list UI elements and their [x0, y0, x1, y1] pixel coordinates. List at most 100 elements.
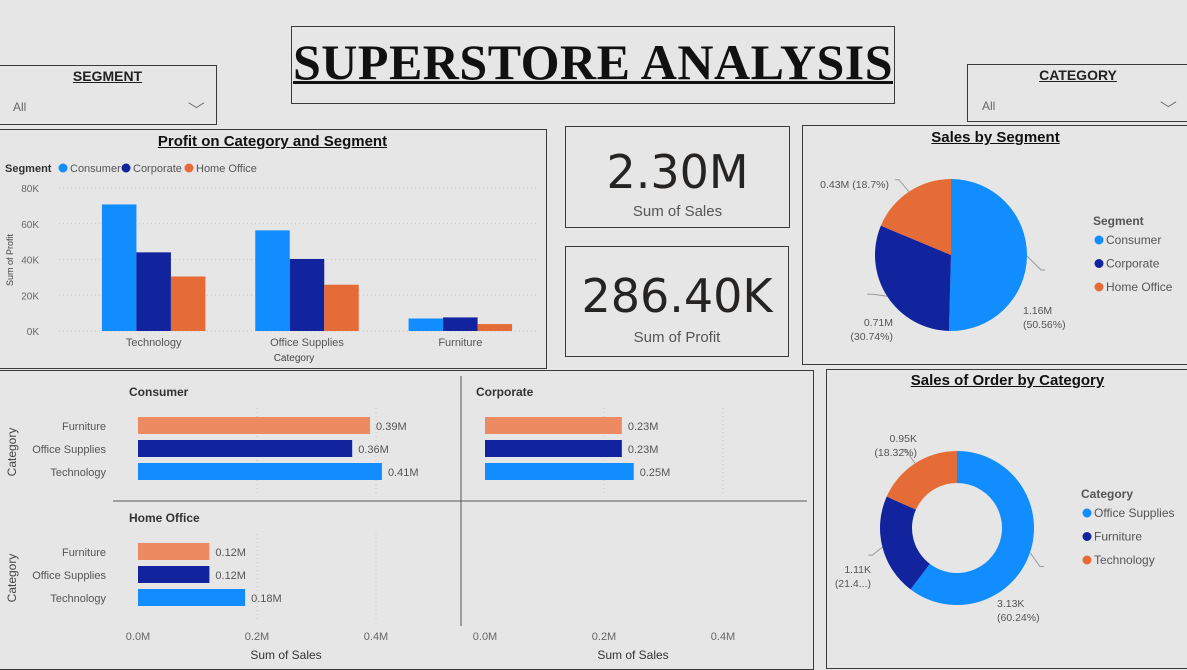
legend-marker: [1094, 282, 1104, 292]
segment-slicer-label: SEGMENT: [72, 68, 143, 84]
data-label: 0.12M: [215, 547, 246, 559]
legend-marker: [121, 163, 131, 173]
sales-kpi-label: Sum of Sales: [632, 203, 723, 220]
slice-pct: (60.24%): [997, 612, 1040, 624]
profit-chart-card: Profit on Category and Segment Segment Co…: [0, 129, 547, 369]
y-tick-label: 80K: [21, 184, 39, 195]
y-tick-label: Office Supplies: [32, 444, 106, 456]
y-tick-label: Furniture: [62, 547, 106, 559]
x-tick-label: Technology: [126, 337, 182, 349]
data-label: 0.41M: [388, 467, 419, 479]
y-tick-label: Furniture: [62, 421, 106, 433]
y-axis-title: Category: [5, 428, 19, 477]
panel-title: Consumer: [129, 385, 189, 399]
leader-line: [894, 179, 910, 193]
legend-title: Segment: [1093, 214, 1144, 228]
legend-label: Corporate: [133, 163, 182, 175]
legend-marker: [1094, 259, 1104, 268]
legend-label: Consumer: [1106, 233, 1161, 247]
pie-slice: [948, 179, 1027, 331]
bar: [443, 317, 478, 331]
y-tick-label: 0K: [27, 327, 40, 338]
segment-slicer-value[interactable]: All: [13, 100, 27, 114]
category-donut-card: Sales of Order by Category 3.13K (60.24%)…: [826, 369, 1187, 669]
donut-slice: [880, 496, 930, 590]
y-axis-title: Category: [5, 554, 19, 603]
legend-label: Office Supplies: [1094, 506, 1175, 520]
data-label: 0.23M: [628, 421, 659, 433]
slice-label: 0.71M: [864, 317, 893, 329]
category-slicer[interactable]: CATEGORY All ⌵: [967, 64, 1187, 122]
profit-chart-title: Profit on Category and Segment: [157, 133, 388, 150]
y-tick-label: Technology: [50, 467, 106, 479]
data-label: 0.23M: [628, 444, 659, 456]
leader-line: [868, 546, 883, 556]
chevron-down-icon[interactable]: ⌵: [1160, 95, 1178, 111]
profit-chart-svg: Segment Consumer Corporate Home Office 0K 20K…: [5, 163, 539, 364]
bar: [477, 324, 513, 331]
data-label: 0.18M: [251, 593, 282, 605]
legend-title: Category: [1081, 487, 1133, 501]
data-label: 0.25M: [640, 467, 671, 479]
legend-marker: [1094, 235, 1104, 245]
bar: [138, 566, 210, 583]
y-tick-label: 60K: [21, 220, 39, 231]
slice-label: 0.95K: [890, 433, 917, 445]
bar: [408, 318, 444, 331]
category-slicer-label: CATEGORY: [1039, 67, 1117, 83]
bar: [485, 440, 622, 457]
category-donut-svg: 3.13K (60.24%) 1.11K (21.4...) 0.95K (18.32%)…: [835, 433, 1175, 624]
chevron-down-icon[interactable]: ⌵: [188, 96, 206, 112]
legend-label: Consumer: [70, 163, 121, 175]
legend-label: Home Office: [1106, 280, 1173, 294]
slice-pct: (18.32%): [874, 447, 917, 459]
data-label: 0.12M: [215, 570, 246, 582]
title-box: SUPERSTORE ANALYSIS: [291, 26, 895, 104]
data-label: 0.36M: [358, 444, 389, 456]
pie-slice: [875, 225, 951, 331]
bar: [136, 252, 171, 331]
bar: [324, 284, 359, 331]
segment-pie-svg: 1.16M (50.56%) 0.71M (30.74%) 0.43M (18.7%) S…: [820, 179, 1173, 343]
legend-label: Furniture: [1094, 530, 1142, 544]
y-tick-label: Technology: [50, 593, 106, 605]
sales-kpi-value: 2.30M: [606, 145, 749, 199]
x-tick-label: Office Supplies: [270, 337, 344, 349]
leader-line: [901, 448, 916, 464]
bar: [138, 463, 382, 480]
x-tick-label: 0.0M: [473, 631, 497, 643]
x-tick-label: 0.2M: [592, 631, 616, 643]
segment-slicer[interactable]: SEGMENT All ⌵: [0, 65, 217, 125]
x-tick-label: 0.4M: [364, 631, 388, 643]
x-tick-label: 0.0M: [126, 631, 150, 643]
category-donut-title: Sales of Order by Category: [910, 372, 1105, 389]
y-tick-label: 40K: [21, 256, 39, 267]
bar: [138, 440, 353, 457]
slice-label: 1.16M: [1023, 305, 1052, 317]
legend-title: Segment: [5, 163, 52, 175]
page-title: SUPERSTORE ANALYSIS: [292, 34, 894, 90]
y-tick-label: 20K: [21, 291, 39, 302]
bar: [138, 417, 371, 434]
panel-title: Home Office: [129, 511, 200, 525]
category-slicer-value[interactable]: All: [982, 99, 996, 113]
x-tick-label: 0.4M: [711, 631, 735, 643]
slice-label: 1.11K: [844, 564, 871, 576]
panel-title: Corporate: [476, 385, 534, 399]
slice-label: 0.43M (18.7%): [820, 179, 889, 191]
bar: [289, 258, 325, 331]
sales-small-multiples-card: Consumer 0.39M Furniture 0.36M Office Suppli…: [0, 370, 814, 670]
leader-line: [867, 293, 888, 297]
bar: [138, 543, 210, 560]
donut-slice: [886, 451, 957, 510]
sales-kpi-card: 2.30M Sum of Sales: [565, 126, 790, 228]
x-axis-title: Category: [274, 353, 315, 364]
legend-label: Corporate: [1106, 257, 1160, 271]
segment-pie-card: Sales by Segment 1.16M (50.56%) 0.71M (30.7…: [802, 125, 1187, 365]
legend-label: Technology: [1094, 553, 1155, 567]
legend-marker: [1082, 532, 1092, 541]
slice-label: 3.13K: [997, 598, 1024, 610]
bar: [138, 589, 246, 606]
slice-pct: (30.74%): [850, 331, 893, 343]
x-axis-title: Sum of Sales: [250, 648, 321, 662]
